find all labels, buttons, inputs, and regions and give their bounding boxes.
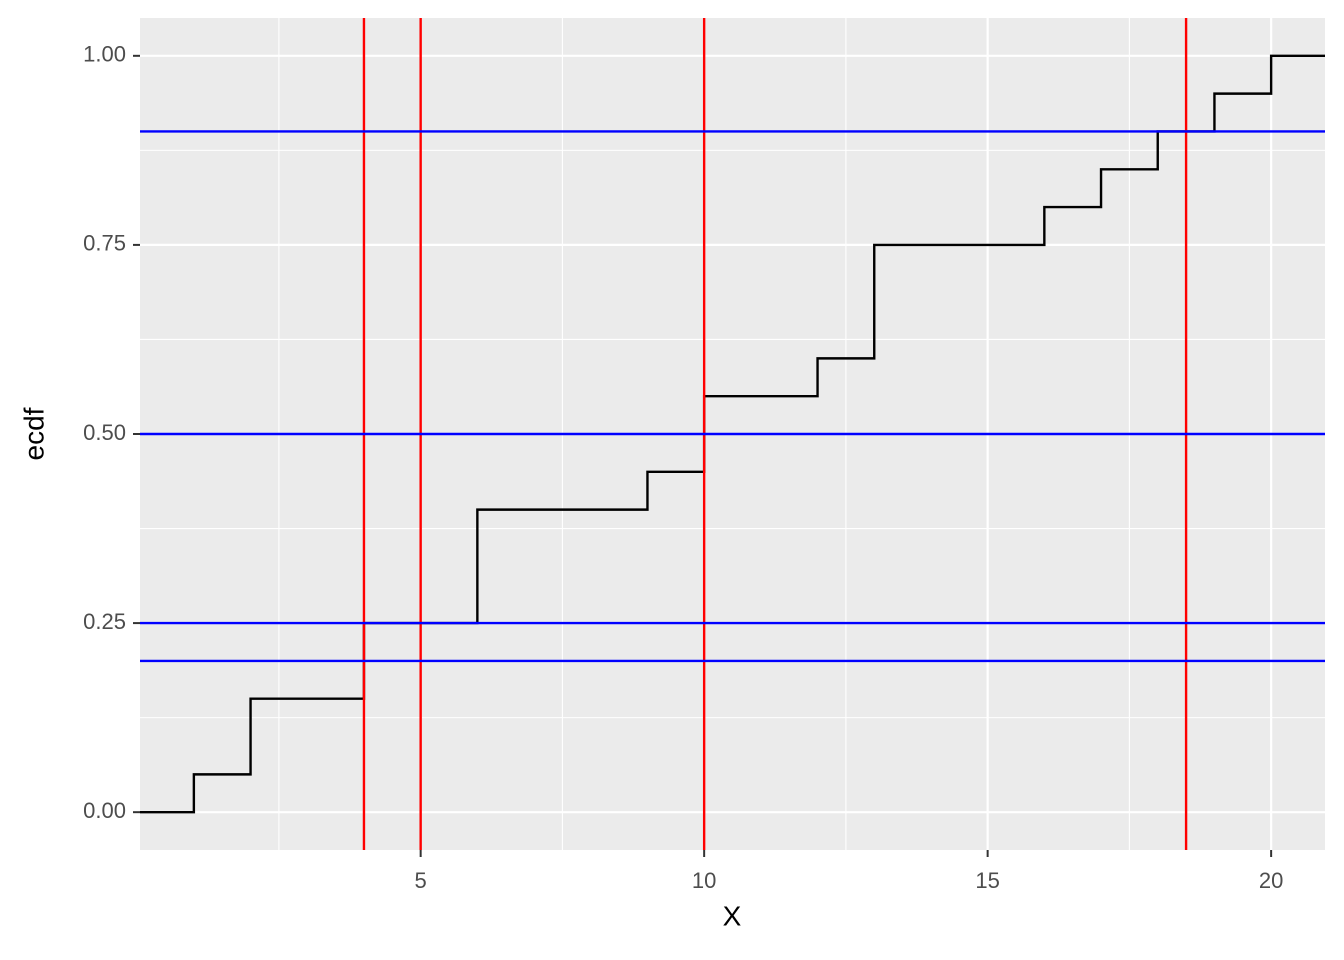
y-tick-label: 0.00 (83, 798, 126, 823)
x-tick-label: 10 (692, 868, 716, 893)
x-tick-label: 20 (1259, 868, 1283, 893)
y-tick-label: 0.75 (83, 231, 126, 256)
x-tick-label: 15 (975, 868, 999, 893)
y-tick-label: 0.50 (83, 420, 126, 445)
y-tick-label: 0.25 (83, 609, 126, 634)
x-tick-label: 5 (415, 868, 427, 893)
y-tick-label: 1.00 (83, 42, 126, 67)
y-axis-title: ecdf (18, 407, 49, 460)
x-axis-title: X (723, 900, 742, 931)
